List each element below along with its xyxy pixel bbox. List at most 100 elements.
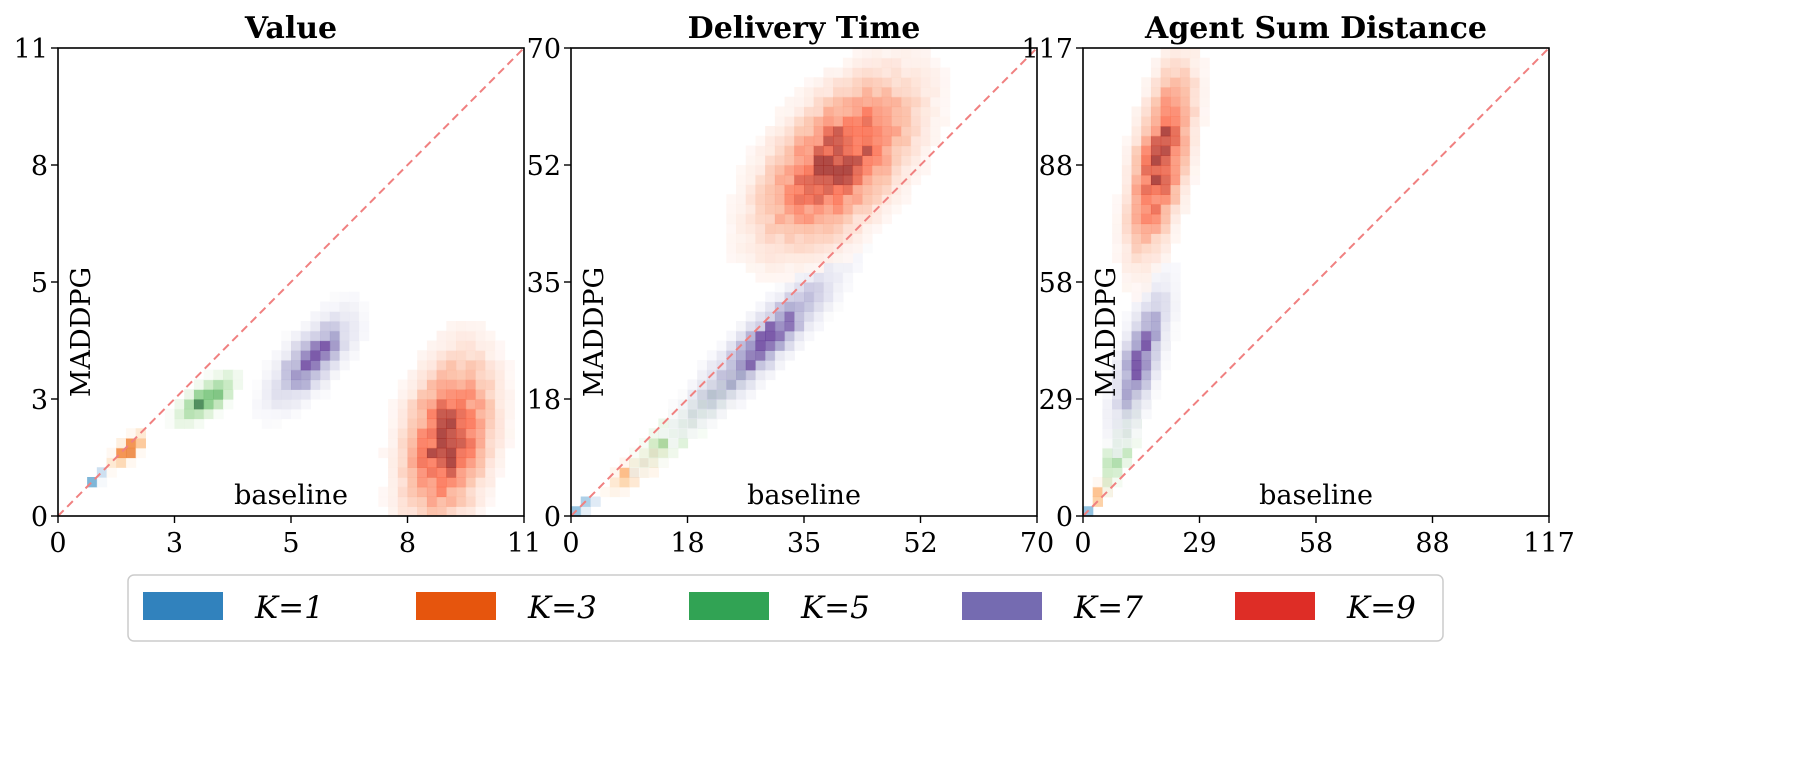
heatmap-cell: [1189, 145, 1201, 156]
heatmap-cell: [320, 321, 331, 332]
heatmap-cell: [494, 399, 506, 410]
heatmap-cell: [349, 321, 360, 332]
heatmap-cell: [184, 399, 195, 410]
heatmap-cell: [736, 174, 747, 186]
heatmap-cell: [813, 223, 825, 234]
heatmap-cell: [716, 379, 727, 390]
heatmap-cell: [1102, 457, 1113, 468]
heatmap-cell: [1131, 223, 1142, 234]
heatmap-cell: [920, 145, 931, 156]
heatmap-cell: [446, 321, 457, 332]
heatmap-cell: [378, 447, 389, 459]
heatmap-cell: [1160, 252, 1171, 264]
heatmap-cell: [291, 369, 302, 381]
heatmap-cell: [1199, 87, 1210, 98]
heatmap-cell: [842, 96, 854, 108]
heatmap-cell: [281, 399, 292, 410]
heatmap-cell: [609, 477, 621, 488]
heatmap-cell: [920, 106, 931, 117]
heatmap-cell: [1112, 399, 1123, 410]
heatmap-cell: [1170, 262, 1181, 273]
heatmap-cell: [833, 252, 844, 264]
heatmap-cell: [842, 204, 854, 215]
heatmap-cell: [794, 252, 805, 264]
heatmap-cell: [920, 77, 931, 88]
heatmap-cell: [765, 135, 776, 147]
heatmap-cell: [871, 48, 883, 59]
heatmap-cell: [1092, 477, 1104, 488]
heatmap-cell: [1160, 301, 1171, 312]
heatmap-cell: [1150, 135, 1162, 147]
heatmap-cell: [833, 67, 844, 78]
heatmap-cell: [1131, 301, 1142, 312]
heatmap-cell: [823, 126, 834, 137]
heatmap-cell: [339, 291, 350, 303]
heatmap-cell: [871, 155, 883, 166]
heatmap-cell: [823, 223, 834, 234]
heatmap-cell: [397, 408, 409, 420]
heatmap-cell: [1141, 252, 1152, 264]
heatmap-cell: [1199, 67, 1210, 78]
heatmap-cell: [823, 301, 834, 312]
heatmap-cell: [804, 282, 815, 293]
heatmap-cell: [310, 379, 321, 390]
heatmap-cell: [426, 379, 438, 390]
heatmap-cell: [446, 330, 457, 342]
heatmap-cell: [1150, 77, 1162, 88]
heatmap-cell: [1180, 116, 1191, 127]
heatmap-cell: [823, 184, 834, 195]
heatmap-cell: [745, 204, 757, 215]
heatmap-cell: [726, 233, 737, 244]
heatmap-cell: [1102, 389, 1113, 400]
heatmap-cell: [329, 369, 341, 381]
heatmap-cell: [697, 389, 708, 400]
heatmap-cell: [794, 106, 805, 117]
heatmap-cell: [852, 233, 863, 244]
heatmap-cell: [901, 126, 912, 137]
heatmap-cell: [1131, 399, 1142, 410]
heatmap-cell: [726, 213, 737, 225]
heatmap-cell: [1199, 116, 1210, 127]
heatmap-cell: [871, 87, 883, 98]
heatmap-cell: [833, 135, 844, 147]
y-tick-label: 0: [544, 502, 561, 533]
heatmap-cell: [106, 447, 117, 459]
heatmap-cell: [804, 155, 815, 166]
heatmap-cell: [1112, 340, 1123, 351]
heatmap-cell: [504, 428, 515, 439]
heatmap-cell: [436, 418, 447, 429]
heatmap-cell: [765, 350, 776, 361]
heatmap-cell: [475, 369, 486, 381]
heatmap-cell: [1112, 379, 1123, 390]
heatmap-cell: [1112, 213, 1123, 225]
heatmap-cell: [1121, 350, 1133, 361]
heatmap-cell: [1102, 477, 1113, 488]
heatmap-cell: [813, 96, 825, 108]
heatmap-cell: [833, 77, 844, 88]
heatmap-cell: [706, 360, 718, 371]
heatmap-cell: [1141, 340, 1152, 351]
heatmap-cell: [881, 174, 892, 186]
heatmap-cell: [485, 418, 496, 429]
heatmap-cell: [774, 233, 786, 244]
heatmap-cell: [397, 506, 409, 517]
heatmap-cell: [446, 399, 457, 410]
heatmap-cell: [281, 379, 292, 390]
heatmap-cell: [862, 184, 873, 195]
heatmap-cell: [784, 233, 795, 244]
heatmap-cell: [774, 194, 786, 205]
heatmap-cell: [388, 486, 399, 498]
heatmap-cell: [736, 360, 747, 371]
heatmap-cell: [485, 438, 496, 449]
heatmap-cell: [1131, 213, 1142, 225]
heatmap-cell: [407, 369, 418, 381]
heatmap-cell: [1170, 126, 1181, 137]
heatmap-cell: [1160, 233, 1171, 244]
heatmap-cell: [823, 165, 834, 176]
heatmap-cell: [456, 321, 467, 332]
heatmap-cell: [1189, 87, 1201, 98]
heatmap-cell: [774, 350, 786, 361]
heatmap-cell: [823, 213, 834, 225]
heatmap-cell: [1141, 321, 1152, 332]
heatmap-cell: [475, 389, 486, 400]
